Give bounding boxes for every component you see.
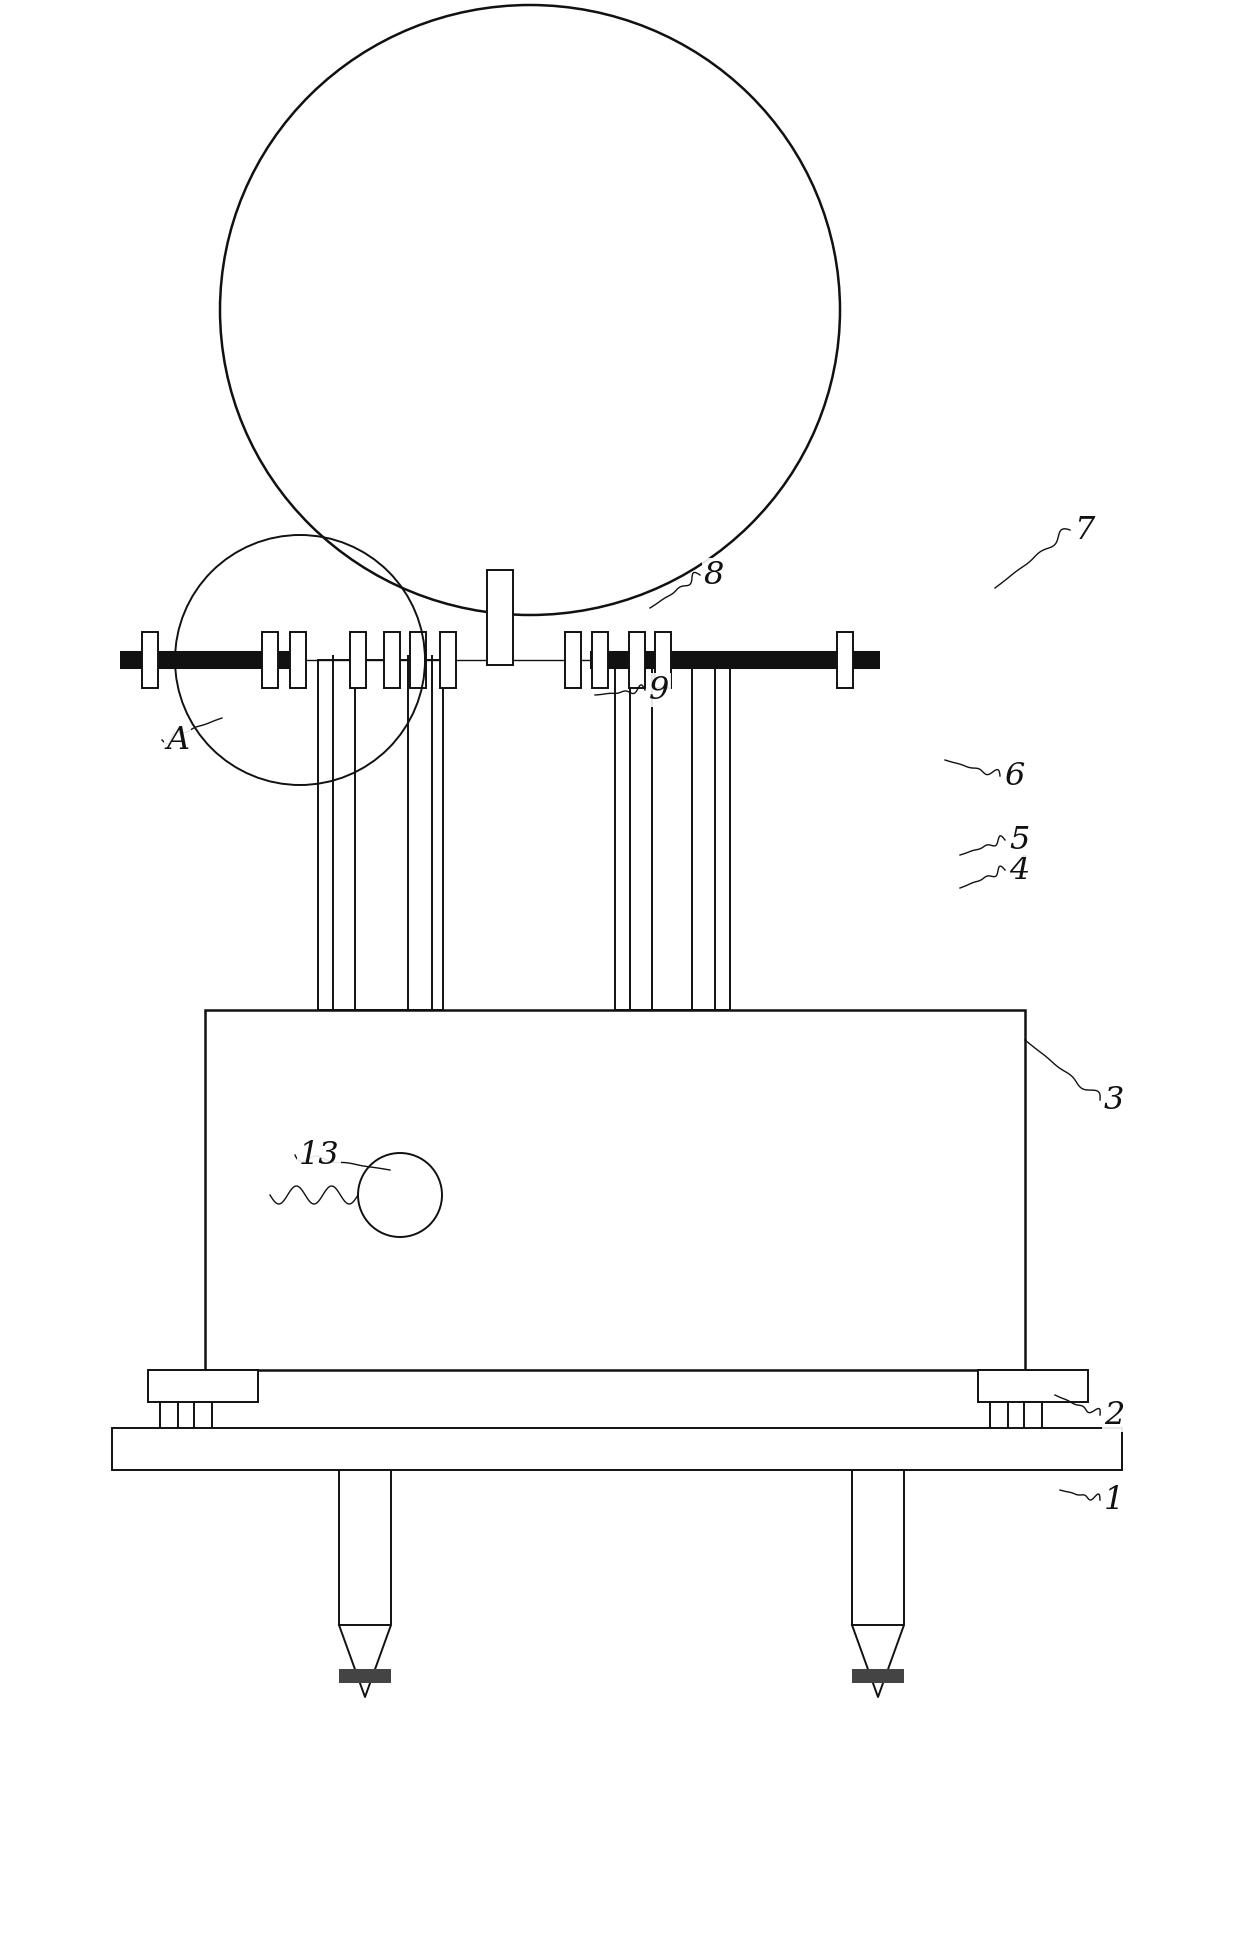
Bar [591,632,608,688]
Bar [112,1429,1122,1470]
Text: 13: 13 [299,1139,340,1170]
Text: A: A [166,725,190,756]
Text: 3: 3 [1104,1085,1125,1116]
Bar [410,632,427,688]
Bar [990,1402,1008,1431]
Bar [350,632,366,688]
Bar [143,632,157,688]
Bar [978,1371,1087,1402]
Text: 6: 6 [1004,760,1024,791]
Text: 1: 1 [1104,1485,1125,1516]
Bar [852,1670,904,1684]
Bar [852,1470,904,1625]
Bar [440,632,456,688]
Bar [615,661,730,1011]
Bar [148,1371,258,1402]
Bar [205,1011,1025,1371]
Text: 7: 7 [1074,515,1095,546]
Bar [384,632,401,688]
Bar [339,1670,391,1684]
Polygon shape [852,1625,904,1697]
Text: 4: 4 [1009,855,1029,886]
Text: 5: 5 [1009,824,1029,855]
Bar [655,632,671,688]
Bar [160,1402,179,1431]
Text: 9: 9 [649,675,670,706]
Bar [290,632,306,688]
Polygon shape [339,1625,391,1697]
Text: 8: 8 [704,560,724,591]
Bar [837,632,853,688]
Ellipse shape [219,6,839,614]
Bar [339,1470,391,1625]
Bar [262,632,278,688]
Text: 2: 2 [1104,1400,1125,1431]
Bar [629,632,645,688]
Bar [317,661,443,1011]
Bar [565,632,582,688]
Bar [487,570,513,665]
Bar [1024,1402,1042,1431]
Circle shape [358,1153,441,1236]
Bar [193,1402,212,1431]
